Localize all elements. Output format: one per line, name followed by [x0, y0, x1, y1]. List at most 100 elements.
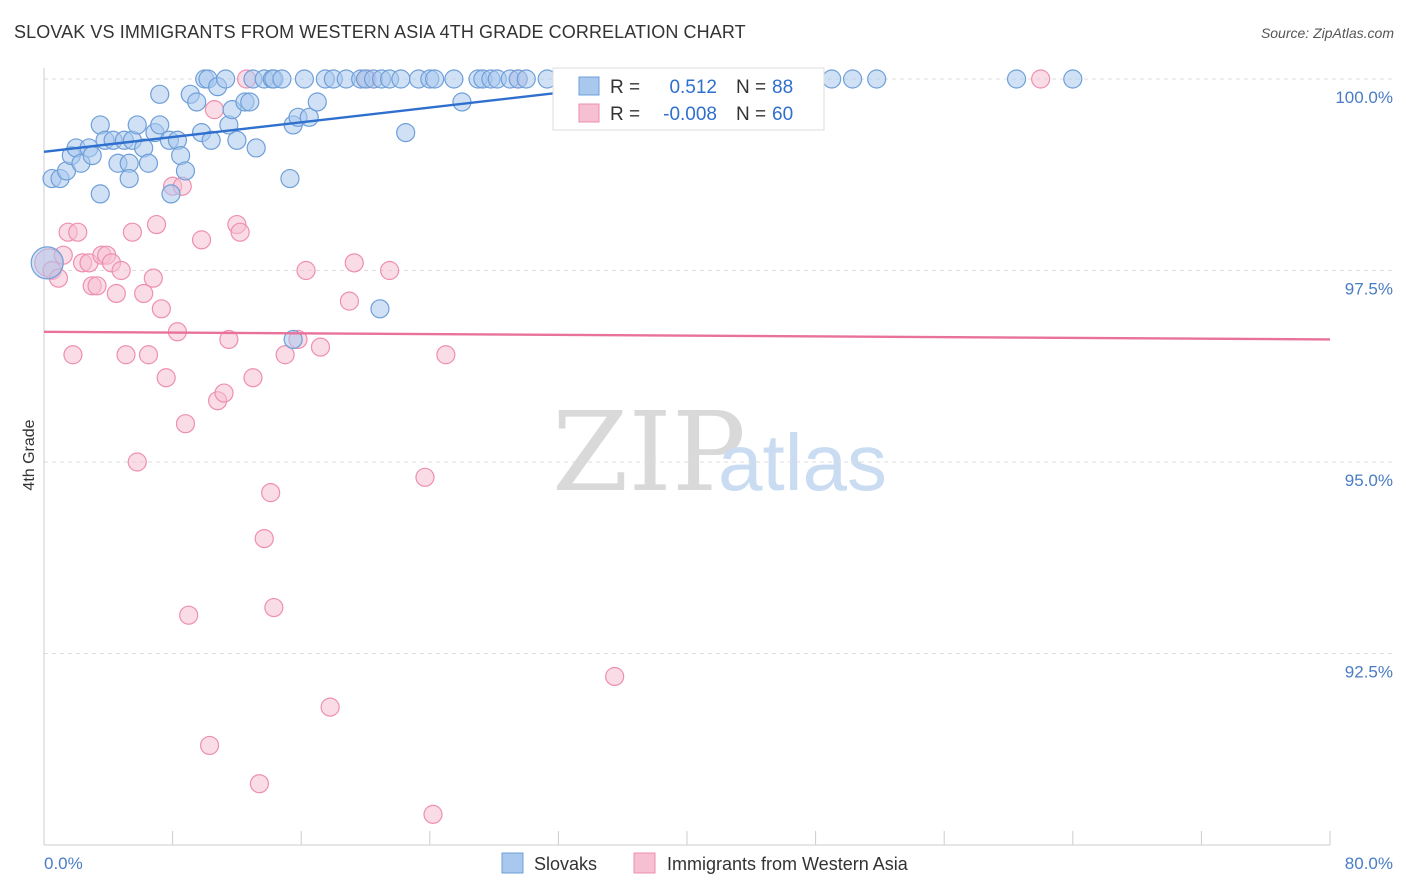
x-tick-label-max: 80.0%	[1345, 854, 1393, 873]
point-slovaks-85	[867, 69, 887, 89]
stats-legend-r-value-2: -0.008	[663, 104, 717, 125]
point-immigrants-41	[254, 528, 274, 549]
point-slovaks-16	[119, 168, 139, 189]
stats-legend-swatch-slovaks	[578, 76, 600, 96]
point-slovaks-87	[1063, 69, 1083, 89]
point-immigrants-21	[143, 268, 163, 288]
point-immigrants-34	[214, 383, 234, 403]
point-immigrants-42	[261, 483, 281, 503]
stats-legend-n-value-2: 60	[772, 104, 793, 125]
point-immigrants-22	[146, 214, 167, 235]
point-immigrants-52	[380, 260, 400, 281]
point-slovaks-36	[216, 69, 236, 89]
axes	[43, 68, 1331, 846]
point-slovaks-84	[842, 69, 863, 89]
point-slovaks-67	[444, 69, 464, 89]
legend-label-immigrants: Immigrants from Western Asia	[667, 854, 909, 874]
point-slovaks-20	[138, 153, 159, 173]
point-immigrants-24	[156, 368, 176, 388]
point-immigrants-57	[605, 666, 625, 687]
point-slovaks-51	[294, 69, 315, 89]
chart-title: SLOVAK VS IMMIGRANTS FROM WESTERN ASIA 4…	[14, 22, 746, 42]
watermark-zip: ZIP	[552, 388, 746, 516]
point-immigrants-43	[264, 597, 284, 618]
stats-legend-r-label-2: R =	[610, 104, 640, 125]
point-slovaks-41	[240, 92, 260, 112]
point-slovaks-62	[391, 69, 411, 89]
point-immigrants-46	[296, 260, 316, 281]
y-tick-label-0: 100.0%	[1335, 88, 1393, 107]
point-immigrants-37	[230, 222, 250, 242]
legend-label-slovaks: Slovaks	[534, 854, 597, 874]
point-immigrants-18	[127, 452, 147, 472]
x-tick-label-min: 0.0%	[44, 854, 83, 873]
point-immigrants-30	[191, 230, 212, 250]
point-slovaks-0	[30, 246, 64, 280]
point-immigrants-17	[122, 222, 143, 242]
point-immigrants-6	[68, 222, 88, 242]
point-slovaks-34	[201, 130, 221, 150]
point-immigrants-16	[116, 345, 136, 365]
stats-legend-r-label-1: R =	[610, 77, 640, 98]
point-slovaks-22	[150, 115, 170, 135]
point-slovaks-83	[822, 69, 842, 89]
point-slovaks-39	[227, 130, 247, 150]
point-slovaks-9	[90, 184, 110, 204]
point-immigrants-31	[199, 735, 220, 756]
legend-swatch-slovaks	[501, 852, 524, 874]
point-slovaks-47	[272, 69, 292, 89]
point-immigrants-10	[87, 276, 107, 296]
y-tick-labels: 100.0% 97.5% 95.0% 92.5%	[1335, 88, 1393, 682]
point-immigrants-35	[219, 329, 239, 350]
point-slovaks-86	[1006, 69, 1027, 89]
point-slovaks-53	[307, 92, 327, 112]
watermark-atlas: atlas	[718, 418, 887, 507]
trend-line-immigrants	[43, 330, 1331, 341]
y-tick-label-3: 92.5%	[1345, 663, 1393, 682]
bottom-legend: Slovaks Immigrants from Western Asia	[501, 852, 909, 874]
point-immigrants-19	[134, 283, 154, 304]
point-immigrants-40	[249, 774, 270, 794]
y-tick-label-1: 97.5%	[1345, 280, 1393, 299]
point-immigrants-44	[275, 345, 295, 365]
point-slovaks-48	[280, 168, 300, 189]
y-tick-label-2: 95.0%	[1345, 471, 1393, 490]
point-immigrants-15	[111, 260, 131, 281]
point-immigrants-47	[310, 337, 331, 357]
point-immigrants-29	[179, 605, 199, 625]
stats-legend: R = 0.512 N = 88 R = -0.008 N = 60	[552, 67, 825, 131]
point-immigrants-20	[138, 345, 159, 365]
legend-swatch-immigrants	[633, 852, 656, 874]
point-slovaks-89	[283, 329, 303, 350]
x-tick-labels: 0.0% 80.0%	[44, 854, 1393, 873]
point-immigrants-48	[320, 697, 340, 717]
point-immigrants-53	[415, 467, 435, 487]
point-immigrants-23	[151, 299, 171, 319]
point-slovaks-18	[127, 115, 147, 135]
point-slovaks-66	[425, 69, 445, 89]
point-slovaks-8	[82, 146, 102, 166]
point-immigrants-55	[436, 345, 456, 365]
point-slovaks-23	[150, 84, 170, 104]
stats-legend-swatch-immigrants	[578, 103, 600, 123]
stats-legend-r-value-1: 0.512	[669, 77, 717, 98]
point-immigrants-5	[63, 345, 83, 365]
stats-legend-n-value-1: 88	[772, 77, 793, 98]
point-immigrants-49	[339, 291, 360, 311]
point-slovaks-30	[187, 92, 207, 112]
point-immigrants-54	[423, 804, 443, 824]
point-slovaks-63	[396, 123, 416, 143]
point-slovaks-28	[175, 161, 196, 181]
point-immigrants-39	[243, 368, 263, 388]
point-immigrants-32	[204, 100, 224, 120]
stats-legend-n-label-2: N =	[736, 104, 766, 125]
point-slovaks-43	[246, 138, 266, 158]
point-slovaks-25	[161, 184, 181, 204]
y-axis-label: 4th Grade	[21, 419, 38, 490]
point-immigrants-14	[106, 283, 126, 304]
watermark: ZIP atlas	[552, 388, 887, 516]
point-immigrants-28	[175, 414, 196, 434]
grid-lines	[44, 78, 1392, 654]
point-slovaks-88	[370, 299, 390, 319]
